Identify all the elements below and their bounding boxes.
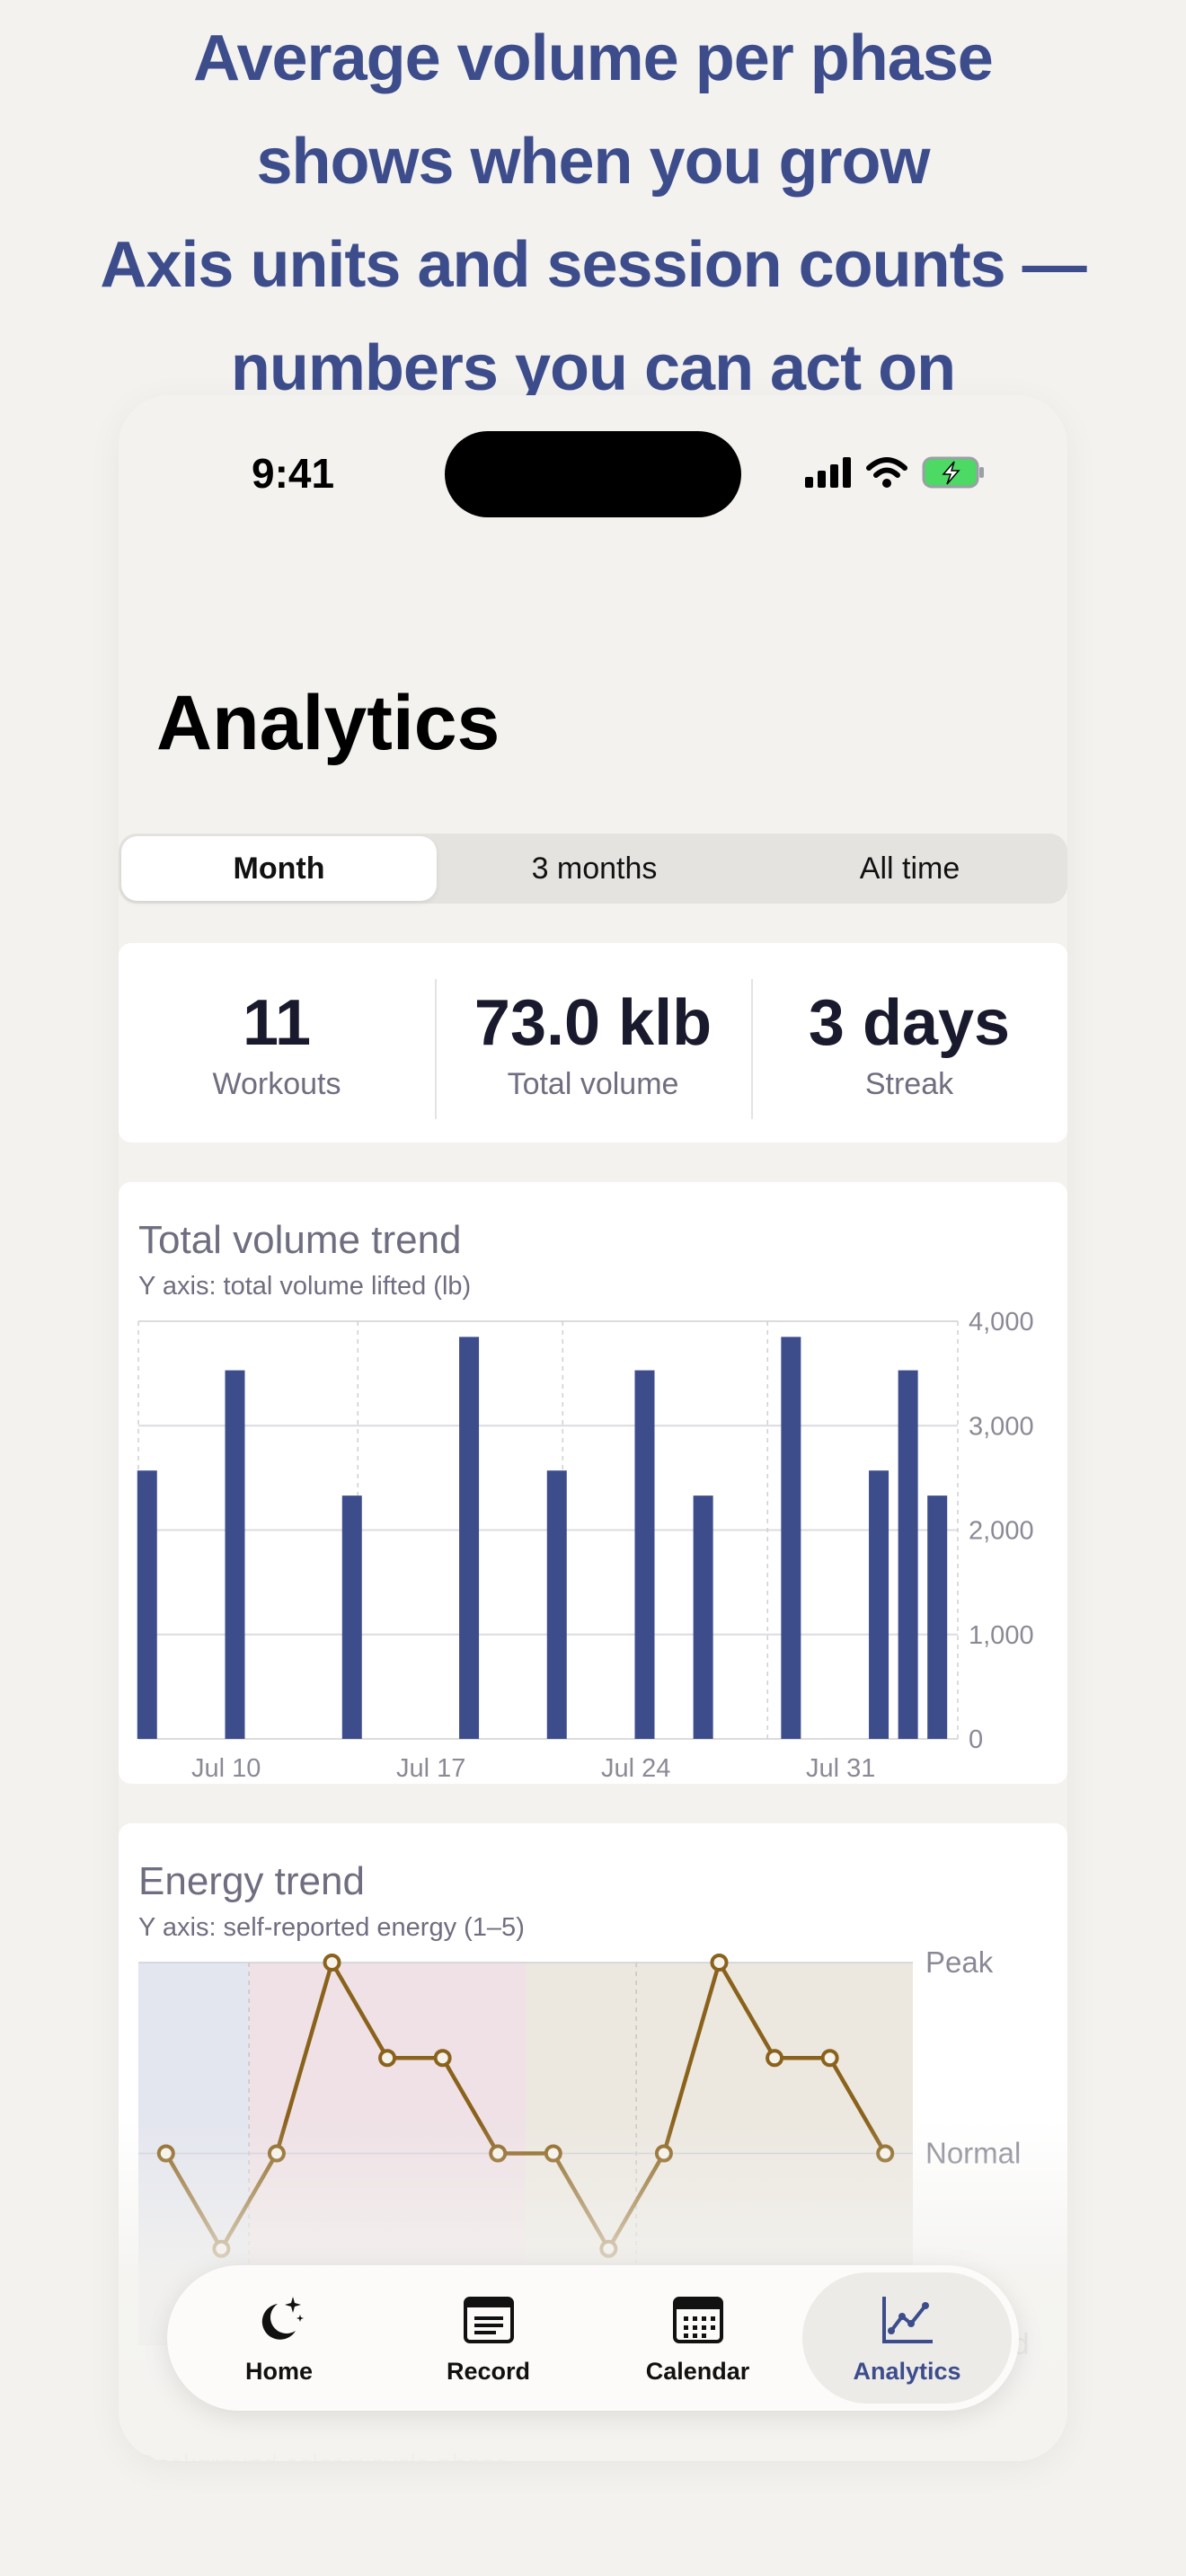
battery-charging-icon bbox=[922, 456, 984, 489]
volume-bar bbox=[137, 1470, 157, 1739]
volume-bar bbox=[459, 1337, 480, 1739]
headline-line-2: shows when you grow bbox=[256, 126, 930, 198]
phase-legend-text: Background color = cycle phase bbox=[138, 2450, 509, 2461]
energy-point bbox=[489, 2144, 508, 2163]
volume-bar bbox=[869, 1470, 890, 1739]
volume-bar bbox=[898, 1370, 918, 1739]
y-tick-label: 2,000 bbox=[969, 1517, 1034, 1546]
y-tick-label: 4,000 bbox=[969, 1308, 1034, 1337]
x-tick-label: Jul 31 bbox=[806, 1754, 875, 1783]
stat-workouts: 11 Workouts bbox=[119, 984, 435, 1102]
energy-point bbox=[212, 2239, 231, 2258]
signal-icon bbox=[805, 457, 851, 488]
stat-total-volume: 73.0 klb Total volume bbox=[435, 978, 751, 1119]
volume-bar bbox=[693, 1495, 713, 1739]
volume-bar bbox=[225, 1370, 245, 1739]
energy-point bbox=[820, 2049, 839, 2068]
segment-all-time[interactable]: All time bbox=[859, 851, 960, 886]
y-tick-label: Peak bbox=[925, 1945, 994, 1979]
tab-bar: Home Record Calendar A bbox=[167, 2265, 1019, 2411]
x-tick-label: Jul 17 bbox=[396, 1754, 465, 1783]
x-tick-label: Jul 24 bbox=[601, 1754, 670, 1783]
stat-value: 11 bbox=[242, 986, 312, 1059]
stat-label: Streak bbox=[864, 1066, 954, 1101]
tab-label: Analytics bbox=[853, 2357, 961, 2385]
volume-bar bbox=[927, 1495, 948, 1739]
status-icons bbox=[805, 454, 987, 490]
status-time: 9:41 bbox=[252, 450, 335, 497]
stat-value: 73.0 klb bbox=[474, 986, 712, 1059]
energy-point bbox=[544, 2144, 562, 2163]
chart-line-icon bbox=[881, 2296, 933, 2343]
summary-stats-card: 11 Workouts 73.0 klb Total volume 3 days… bbox=[119, 943, 1067, 1142]
segment-month[interactable]: Month bbox=[121, 836, 437, 901]
wifi-icon bbox=[866, 457, 907, 488]
energy-point bbox=[378, 2049, 397, 2068]
energy-point bbox=[710, 1954, 729, 1972]
marketing-headline: Average volume per phase shows when you … bbox=[0, 7, 1186, 420]
stat-streak: 3 days Streak bbox=[751, 978, 1067, 1119]
x-tick-label: Jul 10 bbox=[191, 1754, 261, 1783]
volume-card-title: Total volume trend bbox=[138, 1218, 462, 1262]
y-tick-label: 3,000 bbox=[969, 1412, 1034, 1441]
page-title: Analytics bbox=[156, 680, 500, 766]
y-tick-label: 1,000 bbox=[969, 1621, 1034, 1650]
calendar-icon bbox=[672, 2296, 723, 2343]
volume-bar bbox=[634, 1370, 655, 1739]
headline-line-4: numbers you can act on bbox=[230, 332, 956, 404]
energy-point bbox=[766, 2049, 784, 2068]
moon-stars-icon bbox=[261, 2296, 304, 2340]
tab-label: Home bbox=[244, 2357, 313, 2385]
energy-point bbox=[267, 2144, 286, 2163]
tab-label: Record bbox=[446, 2357, 531, 2385]
energy-point bbox=[876, 2144, 895, 2163]
dynamic-island bbox=[445, 431, 741, 517]
tab-label: Calendar bbox=[645, 2357, 750, 2385]
phone-screen: 9:41 Analytics Month 3 months All time 1… bbox=[119, 395, 1067, 2461]
volume-bar bbox=[341, 1495, 362, 1739]
tab-home[interactable]: Home bbox=[174, 2272, 384, 2404]
headline-line-3: Axis units and session counts — bbox=[100, 229, 1086, 301]
stat-label: Total volume bbox=[507, 1066, 679, 1101]
volume-bar-chart: 0 1,000 2,000 3,000 4,000 Jul 10 Jul 17 Jul 24 J… bbox=[137, 1308, 1034, 1783]
tab-analytics[interactable]: Analytics bbox=[802, 2272, 1012, 2404]
segment-3-months[interactable]: 3 months bbox=[531, 851, 658, 886]
energy-card-title: Energy trend bbox=[138, 1859, 365, 1903]
stat-label: Workouts bbox=[212, 1066, 341, 1101]
energy-point bbox=[323, 1954, 341, 1972]
headline-line-1: Average volume per phase bbox=[193, 22, 994, 94]
stat-value: 3 days bbox=[808, 986, 1011, 1059]
y-tick-label: 0 bbox=[969, 1725, 983, 1754]
time-range-segmented-control: Month 3 months All time bbox=[119, 834, 1067, 904]
energy-point bbox=[654, 2144, 673, 2163]
y-tick-label: Normal bbox=[925, 2137, 1021, 2170]
volume-card-subtitle: Y axis: total volume lifted (lb) bbox=[138, 1272, 472, 1301]
volume-bar bbox=[546, 1470, 567, 1739]
tab-record[interactable]: Record bbox=[384, 2272, 593, 2404]
energy-point bbox=[156, 2144, 175, 2163]
energy-point bbox=[433, 2049, 452, 2068]
energy-point bbox=[599, 2239, 618, 2258]
volume-trend-card: Total volume trend Y axis: total volume … bbox=[119, 1182, 1067, 1784]
energy-card-subtitle: Y axis: self-reported energy (1–5) bbox=[138, 1913, 525, 1942]
record-form-icon bbox=[463, 2296, 514, 2343]
volume-bar bbox=[781, 1337, 801, 1739]
tab-calendar[interactable]: Calendar bbox=[593, 2272, 802, 2404]
